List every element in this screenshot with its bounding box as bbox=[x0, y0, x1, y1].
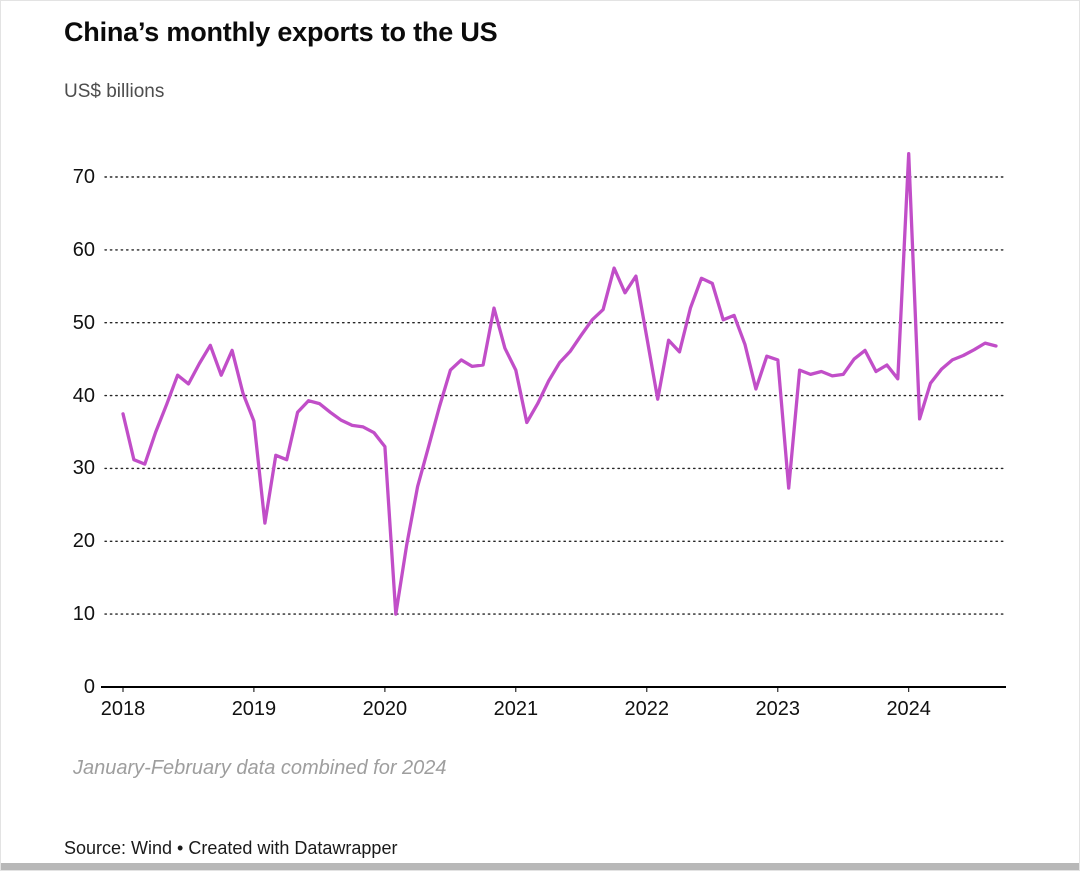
chart-footnote: January-February data combined for 2024 bbox=[73, 757, 447, 779]
chart-source: Source: Wind • Created with Datawrapper bbox=[64, 838, 398, 858]
chart-title: China’s monthly exports to the US bbox=[64, 17, 498, 47]
chart-subtitle: US$ billions bbox=[64, 81, 165, 102]
data-line bbox=[121, 152, 998, 616]
bottom-edge-bar bbox=[1, 863, 1079, 870]
